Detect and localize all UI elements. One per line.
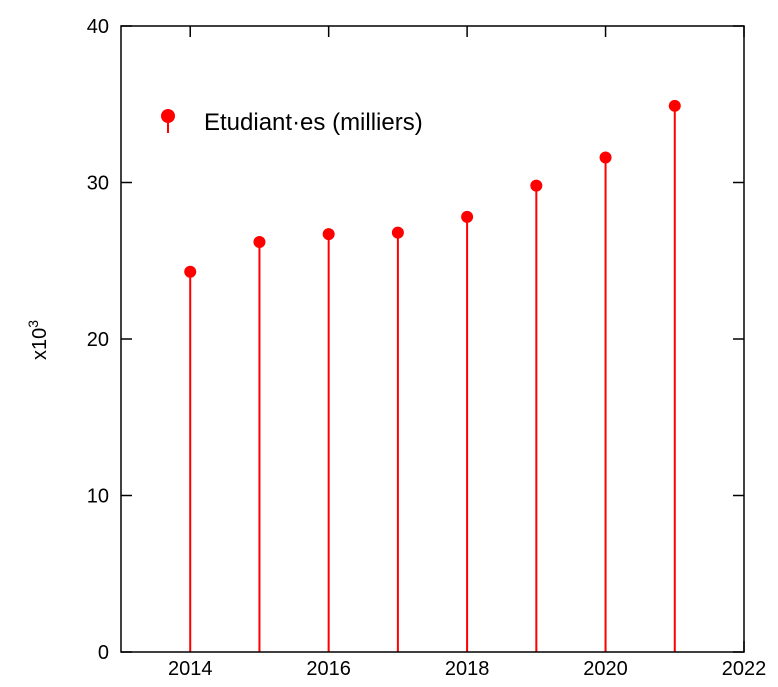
plot-frame [120, 25, 745, 653]
data-point [322, 228, 335, 241]
legend-marker [161, 109, 175, 123]
legend: Etudiant·es (milliers) [161, 109, 423, 136]
data-point [461, 210, 474, 223]
data-point [184, 265, 197, 278]
data-point [599, 151, 612, 164]
stems-layer [184, 99, 681, 652]
y-tick-label: 40 [87, 16, 109, 38]
y-axis-label: x103 [25, 320, 51, 360]
x-tick-label: 2014 [168, 658, 213, 680]
y-axis-label-exponent: 3 [25, 320, 41, 328]
legend-label: Etudiant·es (milliers) [204, 109, 423, 136]
x-tick-label: 2020 [583, 658, 628, 680]
x-tick-label: 2022 [722, 658, 767, 680]
x-tick-label: 2016 [306, 658, 351, 680]
ticks-layer: 2014 2016 2018 2020 2022 0 10 20 30 40 [87, 16, 767, 680]
y-axis-label-base: x10 [29, 328, 51, 360]
y-tick-label: 10 [87, 486, 109, 508]
data-point [668, 99, 681, 112]
data-point [530, 179, 543, 192]
x-tick-label: 2018 [445, 658, 490, 680]
data-point [391, 226, 404, 239]
y-tick-label: 0 [98, 642, 109, 664]
y-tick-label: 30 [87, 173, 109, 195]
y-tick-label: 20 [87, 329, 109, 351]
data-point [253, 235, 266, 248]
